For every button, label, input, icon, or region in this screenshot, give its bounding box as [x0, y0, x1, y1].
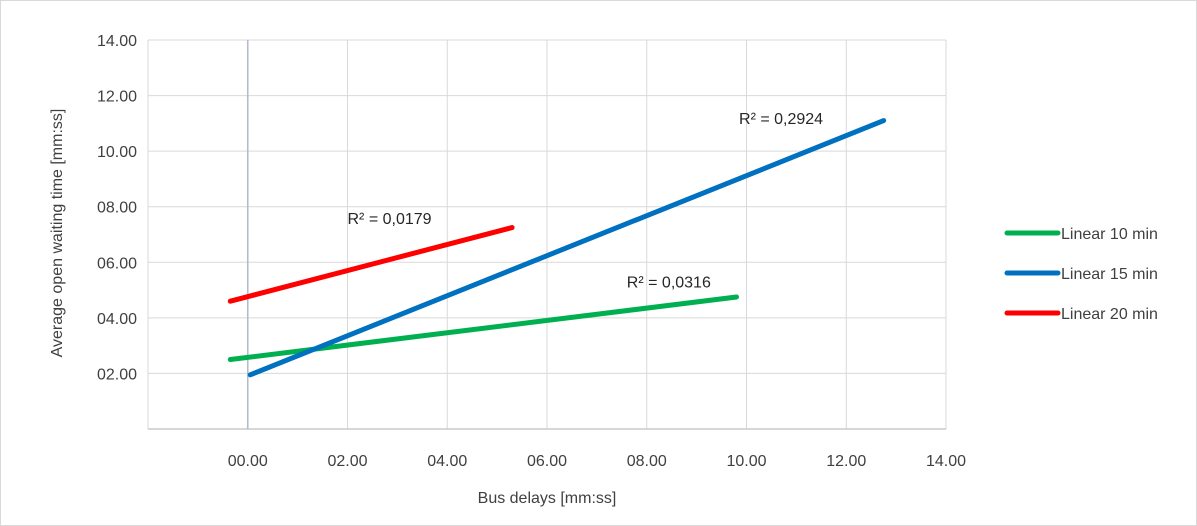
x-tick-label: 14.00: [926, 453, 966, 470]
x-tick-label: 04.00: [427, 453, 467, 470]
y-tick-labels: 02.00 04.00 06.00 08.00 10.00 12.00 14.00: [97, 33, 137, 383]
r2-annotation-1: R² = 0,0316: [627, 275, 711, 292]
x-tick-label: 00.00: [228, 453, 268, 470]
y-tick-label: 06.00: [97, 255, 137, 272]
x-tick-label: 12.00: [826, 453, 866, 470]
x-tick-label: 08.00: [627, 453, 667, 470]
legend-label: Linear 10 min: [1061, 226, 1158, 243]
series-lines: [227, 118, 887, 378]
axes: [148, 40, 946, 430]
x-tick-label: 02.00: [327, 453, 367, 470]
y-tick-label: 14.00: [97, 33, 137, 50]
x-tick-label: 06.00: [527, 453, 567, 470]
series-line-3: [227, 225, 515, 304]
r2-annotation-2: R² = 0,2924: [739, 111, 823, 128]
annotations: R² = 0,0316 R² = 0,2924 R² = 0,0179: [348, 111, 824, 292]
legend: Linear 10 min Linear 15 min Linear 20 min: [1004, 226, 1158, 323]
y-tick-label: 08.00: [97, 200, 137, 217]
x-tick-label: 10.00: [726, 453, 766, 470]
y-tick-label: 02.00: [97, 366, 137, 383]
y-axis-title: Average open waiting time [mm:ss]: [49, 109, 66, 358]
legend-label: Linear 20 min: [1061, 306, 1158, 323]
series-line-2: [247, 118, 887, 378]
y-tick-label: 12.00: [97, 89, 137, 106]
legend-item: Linear 10 min: [1004, 226, 1158, 243]
r2-annotation-3: R² = 0,0179: [348, 211, 432, 228]
x-tick-labels: 00.00 02.00 04.00 06.00 08.00 10.00 12.00 14.00: [228, 453, 966, 470]
legend-item: Linear 15 min: [1004, 266, 1158, 283]
legend-label: Linear 15 min: [1061, 266, 1158, 283]
legend-item: Linear 20 min: [1004, 306, 1158, 323]
x-axis-title: Bus delays [mm:ss]: [478, 490, 617, 507]
y-tick-label: 04.00: [97, 311, 137, 328]
grid: [147, 39, 947, 429]
y-tick-label: 10.00: [97, 144, 137, 161]
